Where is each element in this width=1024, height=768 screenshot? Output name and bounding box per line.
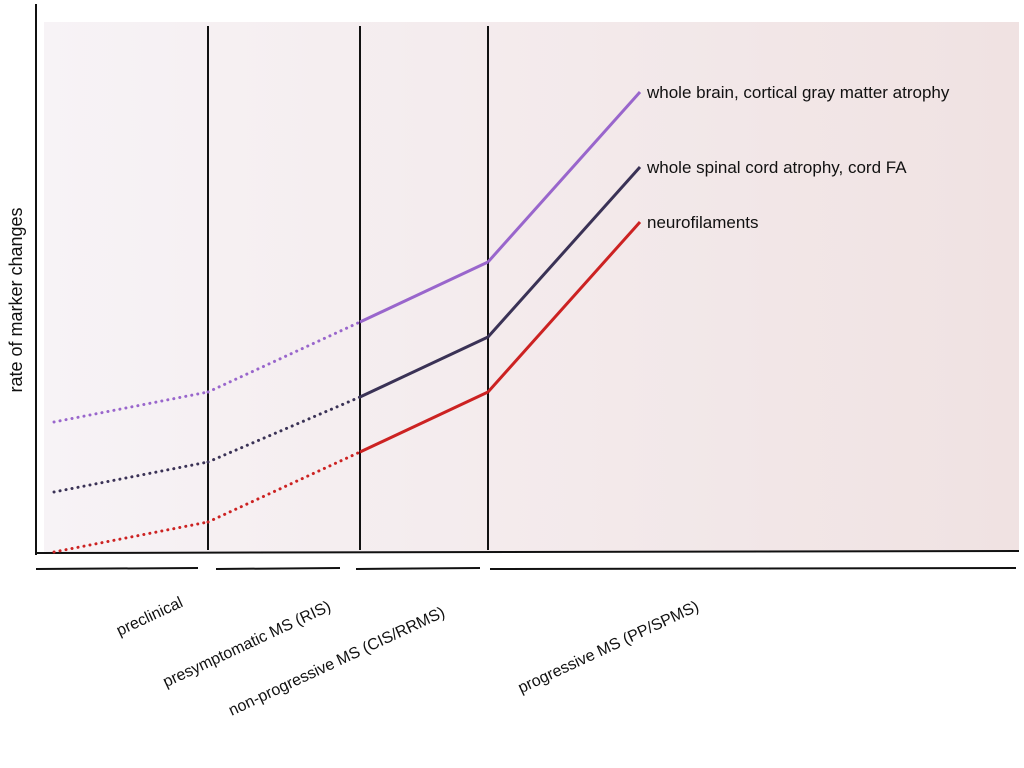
series-1-segment-1 bbox=[52, 390, 210, 424]
phase-bands bbox=[35, 567, 1017, 570]
series-1-segment-2 bbox=[206, 320, 362, 394]
series-3-segment-3 bbox=[359, 390, 489, 454]
y-axis-title: rate of marker changes bbox=[6, 207, 26, 392]
series-2-segment-3 bbox=[359, 335, 489, 399]
phase-bar-3 bbox=[355, 567, 481, 570]
phase-label-4: progressive MS (PP/SPMS) bbox=[516, 598, 702, 697]
x-axis-line bbox=[35, 550, 1020, 554]
series-2-segment-4 bbox=[486, 166, 642, 338]
series-3-segment-2 bbox=[206, 450, 362, 524]
phase-bar-4 bbox=[489, 567, 1017, 570]
series-label-1: whole brain, cortical gray matter atroph… bbox=[646, 83, 950, 102]
series-labels: whole brain, cortical gray matter atroph… bbox=[646, 83, 950, 232]
phase-bar-1 bbox=[35, 567, 199, 570]
series-3-segment-4 bbox=[486, 221, 642, 393]
series-label-2: whole spinal cord atrophy, cord FA bbox=[646, 158, 907, 177]
series-1-segment-4 bbox=[486, 91, 642, 263]
phase-bar-2 bbox=[215, 567, 341, 570]
series-label-3: neurofilaments bbox=[647, 213, 759, 232]
axes bbox=[35, 4, 1020, 555]
series-3-segment-1 bbox=[52, 520, 210, 554]
series-2-segment-1 bbox=[52, 460, 210, 494]
series-lines bbox=[52, 91, 642, 554]
phase-label-3: non-progressive MS (CIS/RRMS) bbox=[226, 604, 448, 719]
series-1-segment-3 bbox=[359, 260, 489, 324]
phase-label-1: preclinical bbox=[114, 594, 186, 639]
